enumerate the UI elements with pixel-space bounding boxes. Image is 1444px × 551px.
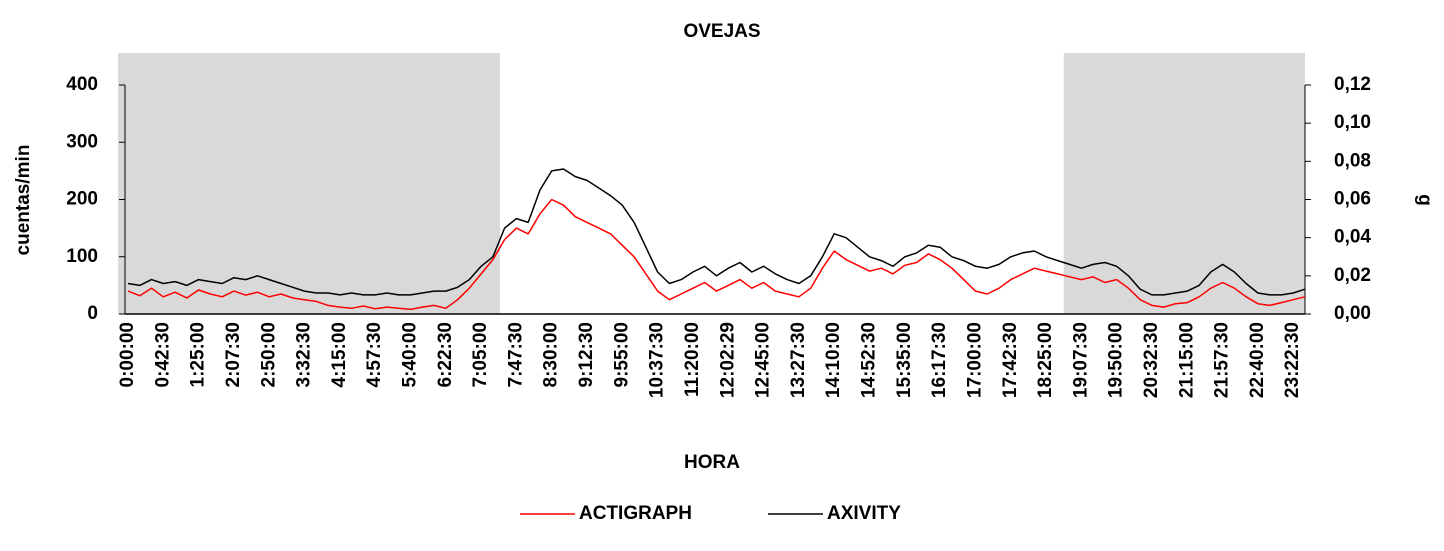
x-tick-label: 21:15:00 [1176,322,1197,398]
y2-tick-label: 0,06 [1334,189,1371,210]
x-tick-label: 9:55:00 [611,322,632,388]
series-line [127,198,1306,311]
y-tick-label: 300 [66,131,98,152]
y2-tick-label: 0,00 [1334,303,1371,324]
x-tick-label: 6:22:30 [435,322,456,388]
y-tick-label: 400 [66,74,98,95]
x-tick-label: 0:00:00 [117,322,138,388]
y2-tick-label: 0,04 [1334,227,1371,248]
x-tick-label: 4:15:00 [329,322,350,388]
night-band [1063,53,1305,314]
x-tick-label: 18:25:00 [1035,322,1056,398]
x-tick-label: 4:57:30 [364,322,385,388]
y2-tick-label: 0,02 [1334,265,1371,286]
y2-tick-label: 0,10 [1334,112,1371,133]
x-tick-label: 12:45:00 [753,322,774,398]
chart-title: OVEJAS [683,21,760,42]
x-tick-label: 11:20:00 [682,322,703,397]
x-tick-label: 1:25:00 [188,322,209,388]
x-tick-label: 17:00:00 [964,322,985,398]
y-axis-title: cuentas/min [13,145,34,256]
x-tick-label: 2:50:00 [258,322,279,388]
x-tick-label: 7:05:00 [470,322,491,388]
y-tick-label: 100 [66,246,98,267]
legend-label: AXIVITY [827,503,901,524]
x-tick-label: 19:07:30 [1070,322,1091,398]
x-tick-label: 22:40:00 [1247,322,1268,398]
x-tick-label: 10:37:30 [647,322,668,398]
x-tick-label: 13:27:30 [788,322,809,398]
x-tick-label: 3:32:30 [294,322,315,388]
y2-axis-title: g [1414,194,1435,206]
x-tick-label: 8:30:00 [541,322,562,388]
x-tick-label: 2:07:30 [223,322,244,388]
x-tick-label: 19:50:00 [1106,322,1127,398]
x-axis-title: HORA [684,452,740,473]
x-tick-label: 15:35:00 [894,322,915,398]
x-tick-label: 7:47:30 [505,322,526,388]
legend-label: ACTIGRAPH [579,503,692,524]
x-tick-label: 20:32:30 [1141,322,1162,398]
x-tick-label: 14:52:30 [859,322,880,398]
night-band [118,53,500,314]
x-tick-label: 14:10:00 [823,322,844,398]
x-tick-label: 12:02:29 [717,322,738,398]
x-tick-label: 21:57:30 [1212,322,1233,398]
x-tick-label: 0:42:30 [152,322,173,388]
y2-tick-label: 0,08 [1334,150,1371,171]
x-tick-label: 5:40:00 [399,322,420,388]
x-tick-label: 16:17:30 [929,322,950,398]
x-tick-label: 17:42:30 [1000,322,1021,398]
y-tick-label: 0 [87,303,98,324]
y-tick-label: 200 [66,189,98,210]
y2-tick-label: 0,12 [1334,74,1371,95]
x-tick-label: 23:22:30 [1282,322,1303,398]
x-tick-label: 9:12:30 [576,322,597,388]
series-line [127,168,1306,296]
